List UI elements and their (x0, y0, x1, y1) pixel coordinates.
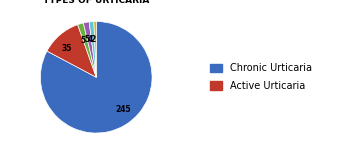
Text: 2: 2 (90, 35, 96, 44)
Wedge shape (78, 23, 96, 77)
Text: 5: 5 (80, 36, 85, 45)
Text: 35: 35 (61, 44, 71, 53)
Text: 4: 4 (88, 35, 93, 44)
Wedge shape (47, 25, 96, 77)
Wedge shape (94, 21, 96, 77)
Wedge shape (89, 21, 96, 77)
Wedge shape (83, 22, 96, 77)
Legend: Chronic Urticaria, Active Urticaria: Chronic Urticaria, Active Urticaria (205, 58, 316, 96)
Text: 5: 5 (84, 35, 90, 44)
Text: 245: 245 (116, 105, 132, 114)
Wedge shape (41, 21, 152, 133)
Title: TYPES OF URTICARIA: TYPES OF URTICARIA (43, 0, 149, 5)
